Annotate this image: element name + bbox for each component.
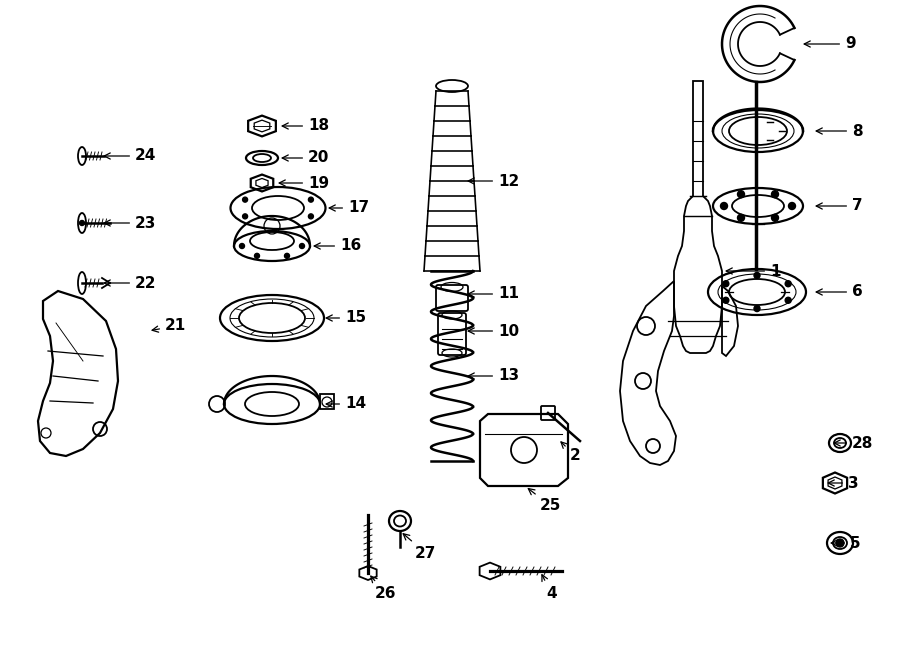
- Circle shape: [79, 221, 85, 225]
- Circle shape: [771, 214, 778, 221]
- Text: 23: 23: [104, 215, 157, 231]
- Text: 11: 11: [468, 286, 519, 301]
- Text: 8: 8: [816, 124, 862, 139]
- Text: 13: 13: [468, 368, 519, 383]
- Text: 28: 28: [834, 436, 873, 451]
- Circle shape: [284, 253, 290, 258]
- Circle shape: [723, 281, 729, 287]
- Text: 15: 15: [326, 311, 366, 325]
- Text: 22: 22: [104, 276, 157, 290]
- Circle shape: [737, 191, 744, 198]
- Circle shape: [243, 214, 248, 219]
- Text: 14: 14: [326, 397, 366, 412]
- Text: 25: 25: [528, 488, 562, 514]
- Circle shape: [723, 297, 729, 303]
- Text: 20: 20: [283, 151, 329, 165]
- Text: 27: 27: [403, 533, 436, 561]
- Circle shape: [788, 202, 796, 210]
- Text: 18: 18: [283, 118, 329, 134]
- Text: 21: 21: [152, 319, 186, 334]
- Text: 17: 17: [329, 200, 369, 215]
- Circle shape: [754, 305, 760, 311]
- Text: 1: 1: [726, 264, 780, 278]
- Text: 7: 7: [816, 198, 862, 214]
- Text: 2: 2: [561, 442, 581, 463]
- Text: 19: 19: [279, 176, 329, 190]
- Circle shape: [737, 214, 744, 221]
- Text: 4: 4: [542, 574, 556, 600]
- Circle shape: [721, 202, 727, 210]
- Text: 24: 24: [104, 149, 157, 163]
- Text: 6: 6: [816, 284, 863, 299]
- Circle shape: [771, 191, 778, 198]
- Circle shape: [239, 243, 245, 249]
- Circle shape: [243, 197, 248, 202]
- Text: 3: 3: [828, 475, 859, 490]
- Text: 26: 26: [371, 576, 397, 600]
- Text: 9: 9: [805, 36, 856, 52]
- Circle shape: [785, 281, 791, 287]
- Circle shape: [309, 214, 313, 219]
- Circle shape: [754, 272, 760, 278]
- Text: 10: 10: [468, 323, 519, 338]
- Text: 5: 5: [832, 535, 860, 551]
- Circle shape: [255, 253, 259, 258]
- Circle shape: [309, 197, 313, 202]
- Circle shape: [785, 297, 791, 303]
- Circle shape: [300, 243, 304, 249]
- Text: 12: 12: [468, 173, 519, 188]
- Text: 16: 16: [314, 239, 361, 254]
- Circle shape: [836, 539, 844, 547]
